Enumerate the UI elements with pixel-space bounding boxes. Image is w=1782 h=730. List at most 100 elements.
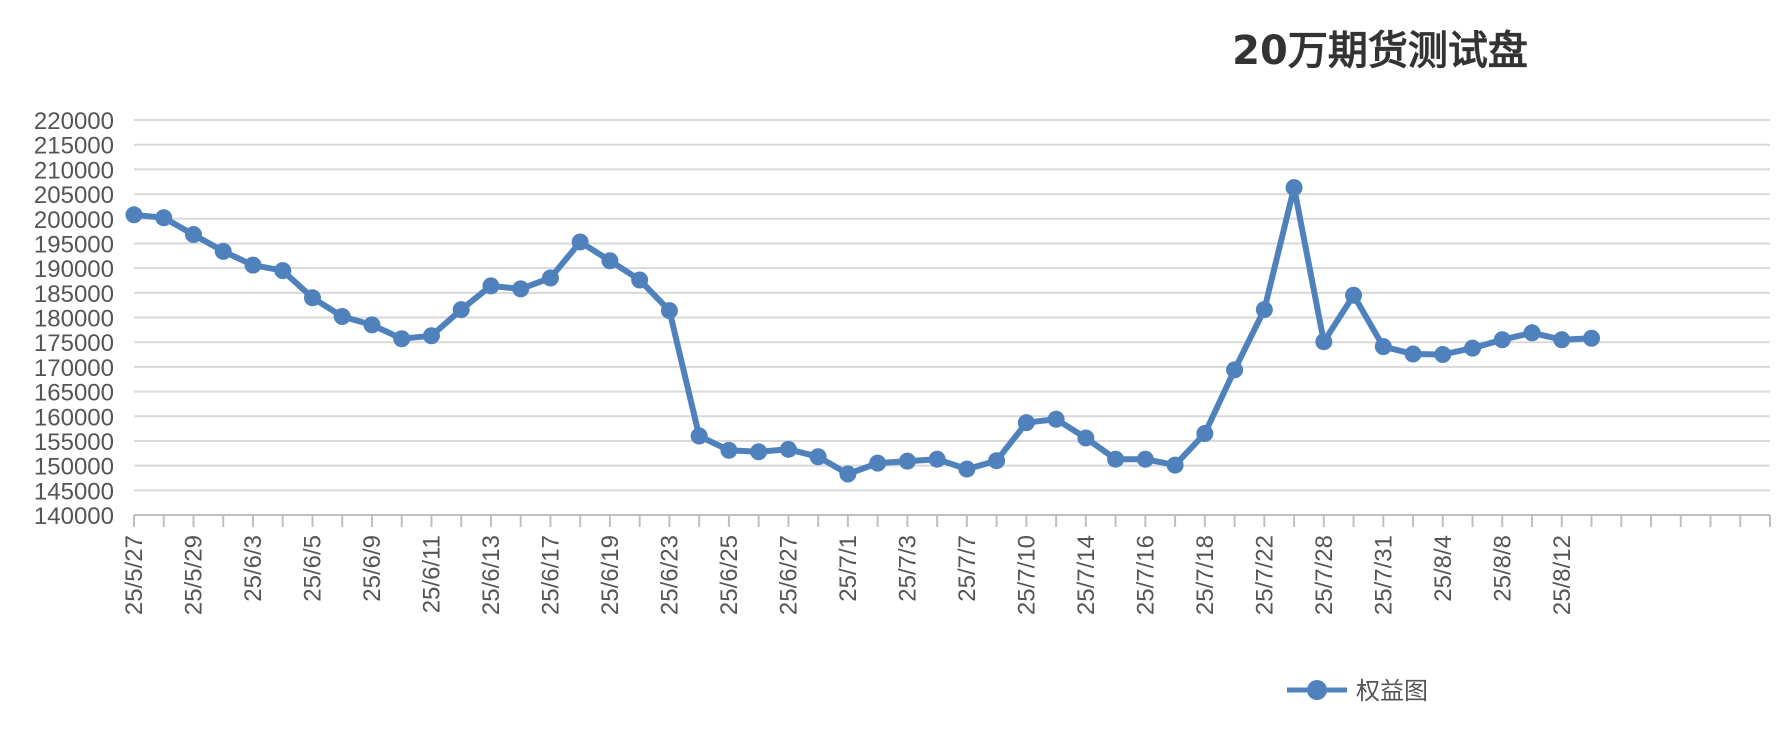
data-point	[1285, 179, 1303, 197]
y-tick-label: 185000	[34, 281, 114, 308]
data-point	[452, 301, 470, 319]
y-tick-label: 215000	[34, 133, 114, 160]
data-point	[155, 209, 173, 227]
x-tick-label: 25/7/1	[835, 535, 862, 602]
data-point	[512, 280, 530, 298]
gridlines	[134, 119, 1770, 492]
x-tick-label: 25/6/19	[597, 535, 624, 615]
data-point	[393, 330, 411, 348]
data-point	[1434, 346, 1452, 364]
data-point	[928, 450, 946, 468]
x-tick-label: 25/7/16	[1132, 535, 1159, 615]
x-tick-label: 25/7/18	[1192, 535, 1219, 615]
y-tick-label: 150000	[34, 454, 114, 481]
x-tick-label: 25/6/27	[775, 535, 802, 615]
data-point	[958, 460, 976, 478]
data-point	[541, 269, 559, 287]
x-tick-label: 25/7/3	[894, 535, 921, 602]
x-tick-label: 25/8/4	[1430, 535, 1457, 602]
data-point	[274, 262, 292, 280]
data-point	[1047, 410, 1065, 428]
data-point	[779, 440, 797, 458]
x-tick-label: 25/6/11	[418, 535, 445, 613]
data-point	[363, 316, 381, 334]
data-point	[720, 441, 738, 459]
x-tick-label: 25/5/29	[180, 535, 207, 615]
x-tick-label: 25/6/23	[656, 535, 683, 615]
data-point	[1493, 331, 1511, 349]
data-point	[214, 242, 232, 260]
data-point	[482, 277, 500, 295]
legend: 权益图	[1287, 677, 1428, 705]
x-tick-label: 25/5/27	[121, 535, 148, 615]
data-point	[571, 233, 589, 251]
y-tick-label: 155000	[34, 429, 114, 456]
x-axis-ticks: 25/5/27 25/5/29 25/6/3 25/6/5 25/6/9 25/6/11 2…	[121, 535, 1576, 615]
data-point	[184, 226, 202, 244]
data-point	[333, 308, 351, 326]
y-tick-label: 220000	[34, 108, 114, 135]
data-point	[1345, 286, 1363, 304]
data-point	[1077, 429, 1095, 447]
data-point	[1255, 301, 1273, 319]
data-point	[601, 252, 619, 270]
chart-title: 20万期货测试盘	[1232, 28, 1528, 74]
x-tick-label: 25/6/3	[240, 535, 267, 602]
data-point	[1136, 450, 1154, 468]
x-tick-label: 25/8/12	[1549, 535, 1576, 615]
data-point	[809, 448, 827, 466]
x-tick-label: 25/7/7	[954, 535, 981, 602]
x-tick-label: 25/7/31	[1370, 535, 1397, 615]
data-point	[1107, 450, 1125, 468]
y-tick-label: 140000	[34, 503, 114, 530]
x-axis	[133, 514, 1771, 527]
data-point	[898, 452, 916, 470]
data-point	[1464, 339, 1482, 357]
data-point	[422, 327, 440, 345]
x-tick-label: 25/7/14	[1073, 535, 1100, 615]
y-tick-label: 210000	[34, 157, 114, 184]
data-point	[988, 452, 1006, 470]
data-point	[1523, 324, 1541, 342]
x-tick-label: 25/7/10	[1013, 535, 1040, 615]
y-tick-label: 175000	[34, 330, 114, 357]
legend-marker	[1307, 680, 1327, 700]
data-point	[303, 289, 321, 307]
y-tick-label: 190000	[34, 256, 114, 283]
data-point	[1404, 345, 1422, 363]
y-tick-label: 165000	[34, 380, 114, 407]
data-point	[869, 454, 887, 472]
y-tick-label: 170000	[34, 355, 114, 382]
series-equity	[125, 179, 1601, 483]
x-tick-label: 25/6/9	[359, 535, 386, 602]
x-tick-label: 25/6/5	[299, 535, 326, 602]
legend-label: 权益图	[1356, 677, 1428, 705]
data-point	[839, 465, 857, 483]
x-tick-label: 25/6/13	[478, 535, 505, 615]
data-point	[660, 302, 678, 320]
data-point	[631, 271, 649, 289]
x-tick-label: 25/6/17	[537, 535, 564, 615]
y-tick-label: 205000	[34, 182, 114, 209]
data-point	[1196, 425, 1214, 443]
data-point	[244, 256, 262, 274]
y-tick-label: 180000	[34, 306, 114, 333]
data-point	[1553, 331, 1571, 349]
data-point	[690, 427, 708, 445]
y-axis-ticks: 1400001450001500001550001600001650001700…	[34, 108, 114, 530]
data-point	[1226, 361, 1244, 379]
data-point	[1374, 338, 1392, 356]
data-point	[1017, 414, 1035, 432]
y-tick-label: 160000	[34, 404, 114, 431]
data-point	[1315, 333, 1333, 351]
x-tick-label: 25/7/28	[1311, 535, 1338, 615]
x-tick-label: 25/8/8	[1489, 535, 1516, 602]
x-tick-label: 25/7/22	[1251, 535, 1278, 615]
y-tick-label: 195000	[34, 231, 114, 258]
y-tick-label: 200000	[34, 207, 114, 234]
x-tick-label: 25/6/25	[716, 535, 743, 615]
data-point	[125, 206, 143, 224]
data-point	[1583, 329, 1601, 347]
data-point	[750, 443, 768, 461]
data-point	[1166, 456, 1184, 474]
